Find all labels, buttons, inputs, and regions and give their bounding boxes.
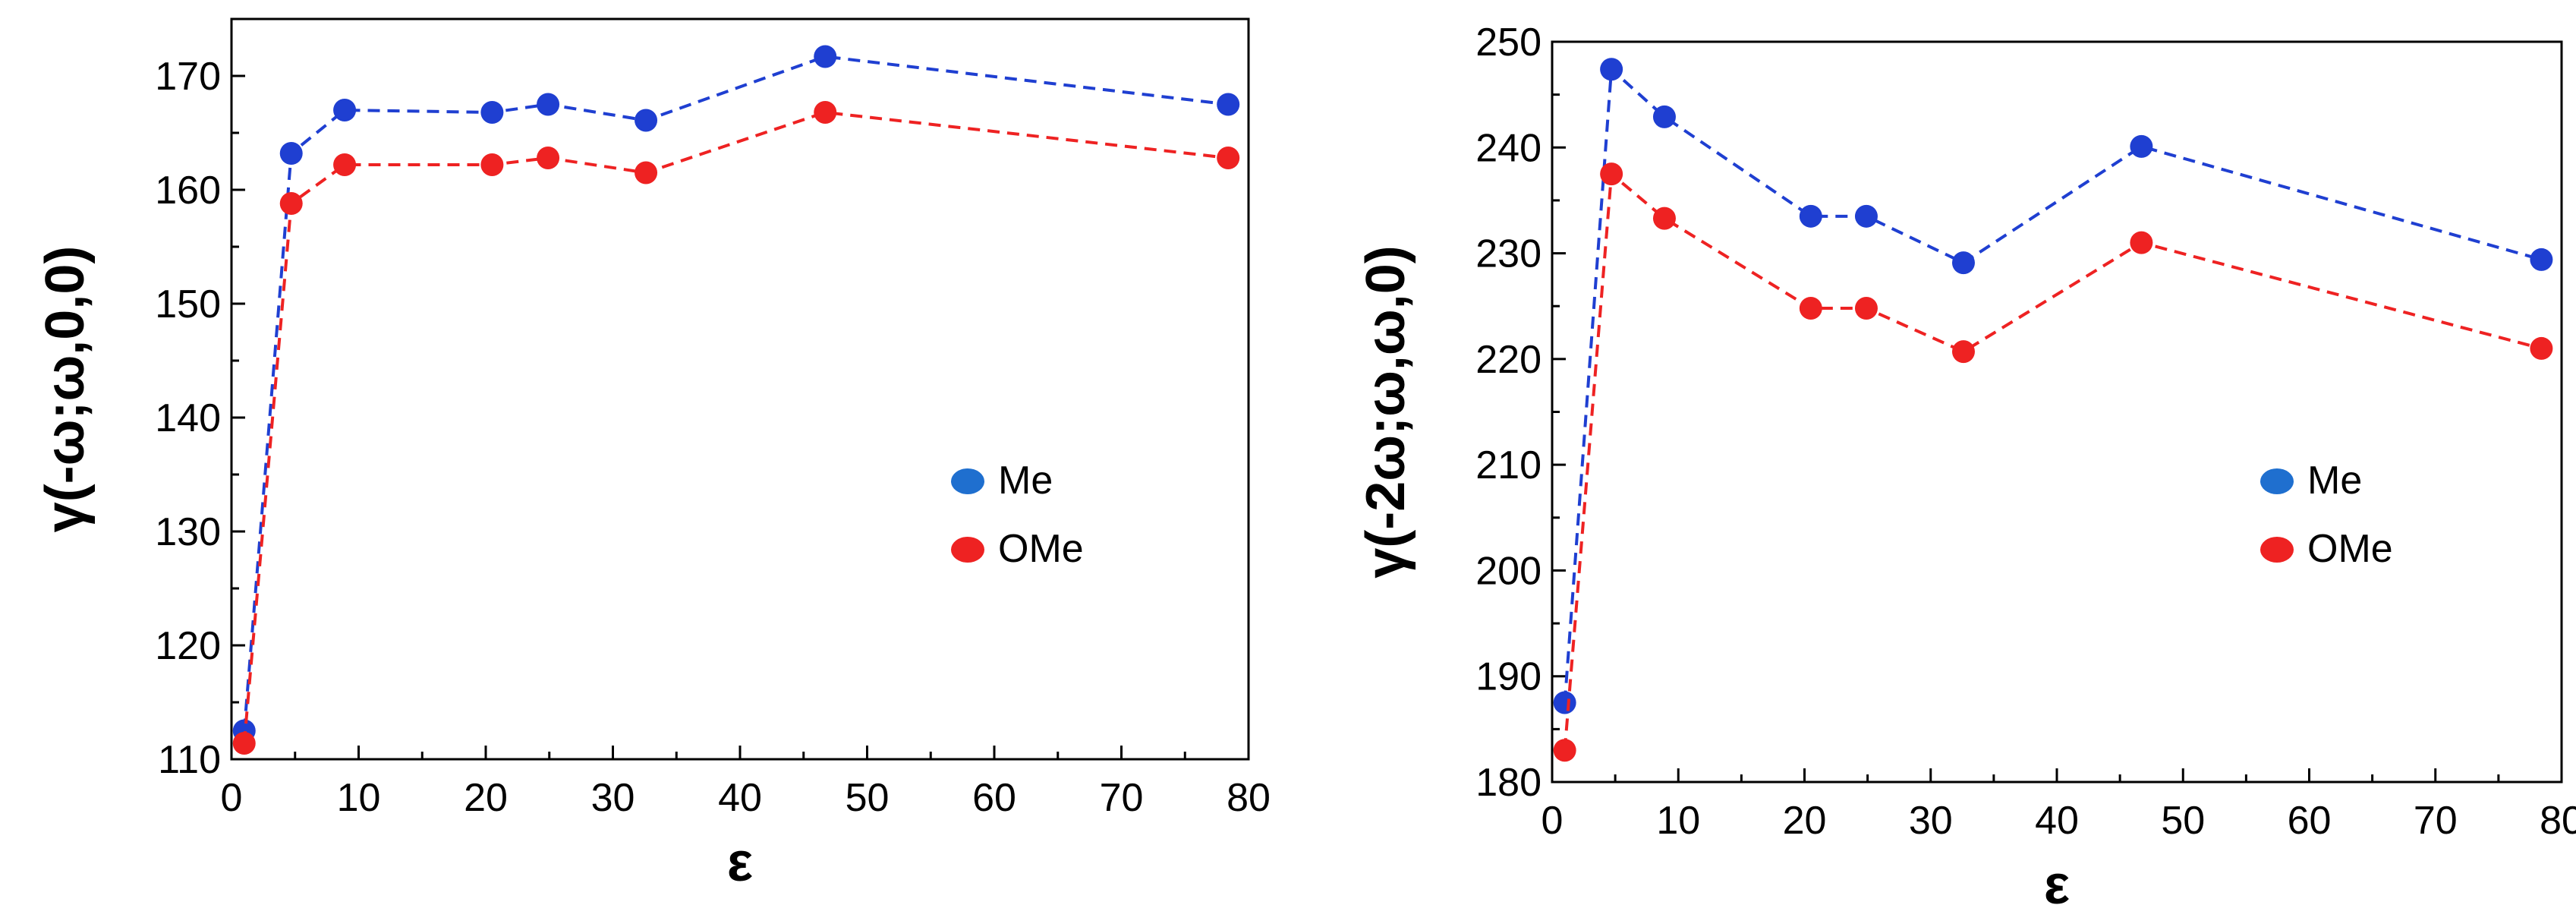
y-tick-label: 230 [1475,232,1542,276]
data-point-ome [635,161,658,184]
series-line-ome [242,110,1229,744]
x-tick-label: 30 [1909,799,1953,843]
x-tick-label: 60 [2288,799,2332,843]
plot-frame [230,17,1250,761]
x-tick-label: 0 [221,776,243,820]
x-tick-label: 80 [1227,776,1271,820]
data-point-me [2130,134,2153,158]
data-point-ome [1951,340,1975,364]
data-point-ome [1217,147,1240,169]
x-tick-label: 70 [1100,776,1144,820]
legend-label-ome: OMe [2307,527,2393,571]
x-tick-label: 0 [1542,799,1564,843]
legend-marker-me [951,468,984,494]
x-tick-label: 80 [2540,799,2576,843]
data-point-ome [279,192,303,215]
x-tick-label: 40 [2035,799,2079,843]
y-tick-label: 120 [155,624,221,668]
x-tick-label: 50 [2161,799,2205,843]
data-point-ome [814,101,837,124]
data-point-me [279,142,303,165]
data-point-ome [537,147,560,169]
legend-label-me: Me [2307,459,2362,503]
y-tick-label: 200 [1475,549,1542,593]
data-point-me [1652,105,1676,128]
series-line-me [1563,66,2542,703]
data-point-ome [1799,297,1822,320]
legend-marker-me [2260,468,2294,494]
data-point-me [1799,204,1822,228]
y-tick-label: 140 [155,396,221,440]
data-point-me [1600,58,1623,81]
x-axis-title: ε [2044,855,2070,905]
x-tick-label: 20 [1783,799,1827,843]
x-tick-label: 70 [2414,799,2458,843]
x-axis-title: ε [727,832,753,893]
data-point-ome [2130,231,2153,254]
data-point-me [814,45,837,68]
y-tick-label: 130 [155,510,221,554]
x-tick-label: 50 [846,776,890,820]
y-tick-label: 210 [1475,443,1542,487]
data-point-me [480,101,504,124]
x-tick-label: 10 [337,776,381,820]
y-tick-label: 150 [155,282,221,326]
x-tick-label: 10 [1656,799,1700,843]
data-point-me [635,109,658,132]
y-tick-label: 220 [1475,338,1542,382]
y-tick-label: 240 [1475,126,1542,170]
data-point-ome [2530,336,2553,360]
data-point-ome [1600,162,1623,186]
y-tick-label: 170 [155,55,221,99]
y-axis-title: γ(-ω;ω,0,0) [35,246,96,533]
x-tick-label: 40 [718,776,762,820]
x-tick-label: 60 [972,776,1016,820]
data-point-ome [480,153,504,176]
data-point-me [1951,251,1975,275]
legend-label-ome: OMe [998,527,1084,571]
x-tick-label: 20 [464,776,508,820]
data-point-ome [1652,207,1676,230]
series-line-me [242,55,1229,731]
y-axis-title: γ(-2ω;ω,ω,0) [1356,245,1416,579]
plot-frame [1551,40,2563,784]
y-tick-label: 190 [1475,655,1542,699]
legend-label-me: Me [998,459,1053,503]
y-tick-label: 180 [1475,761,1542,805]
chart-1: 0 10 20 30 40 50 60 70 80 110 120 130 140 150 160 170 ε γ… [35,17,1271,893]
data-point-me [1553,691,1576,714]
data-point-ome [1854,297,1878,320]
legend-marker-ome [951,537,984,563]
data-point-me [1217,93,1240,116]
y-tick-label: 110 [158,738,221,782]
series-line-ome [1563,171,2542,751]
chart-2: 0 10 20 30 40 50 60 70 80 180 190 200 210 220 230 240 25… [1356,20,2576,905]
y-tick-label: 250 [1475,20,1542,65]
data-point-me [333,99,357,121]
data-point-me [1854,204,1878,228]
data-point-ome [232,732,256,755]
data-point-ome [1553,739,1576,762]
legend-marker-ome [2260,537,2294,563]
data-point-me [2530,248,2553,271]
data-point-ome [333,153,357,176]
y-tick-label: 160 [155,169,221,213]
x-tick-label: 30 [591,776,635,820]
data-point-me [537,93,560,116]
